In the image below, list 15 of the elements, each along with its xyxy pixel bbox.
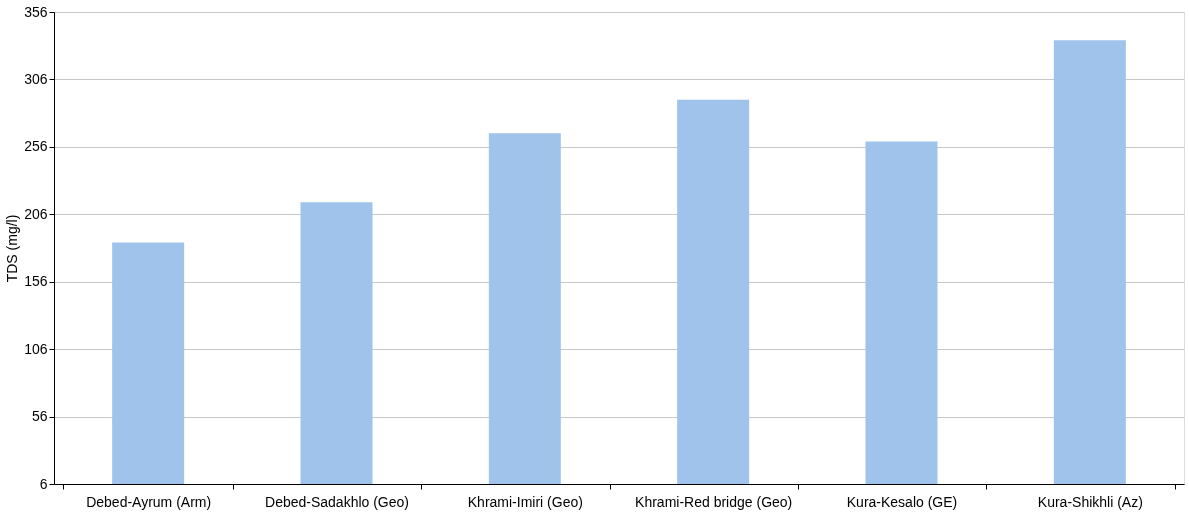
- x-tick-label: Debed-Ayrum (Arm): [86, 493, 212, 510]
- x-tick-label: Debed-Sadakhlo (Geo): [265, 493, 409, 510]
- y-tick-label: 6: [39, 475, 48, 492]
- y-tick-label: 156: [24, 273, 48, 290]
- y-tick-label: 356: [24, 3, 48, 20]
- y-tick-label: 56: [31, 408, 48, 425]
- y-tick-label: 206: [24, 205, 48, 222]
- y-tick-label: 306: [24, 70, 48, 87]
- y-axis-title: TDS (mg/l): [4, 214, 21, 283]
- x-tick-label: Khrami-Red bridge (Geo): [635, 493, 793, 510]
- x-tick-label: Kura-Shikhli (Az): [1037, 493, 1143, 510]
- y-tick-label: 106: [24, 340, 48, 357]
- x-tick-label: Khrami-Imiri (Geo): [467, 493, 583, 510]
- y-tick-label: 256: [24, 138, 48, 155]
- x-tick-label: Kura-Kesalo (GE): [846, 493, 958, 510]
